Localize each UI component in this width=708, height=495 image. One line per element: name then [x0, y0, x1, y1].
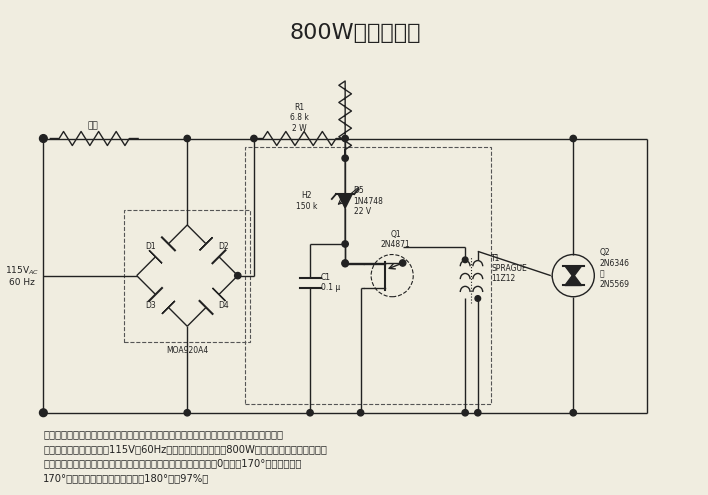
Circle shape	[358, 409, 364, 416]
Circle shape	[462, 409, 468, 416]
Text: D3: D3	[145, 300, 156, 310]
Text: H2
150 k: H2 150 k	[296, 192, 317, 211]
Text: D4: D4	[218, 300, 229, 310]
Circle shape	[342, 260, 348, 267]
Circle shape	[184, 135, 190, 142]
Text: 800W电灯调光器: 800W电灯调光器	[290, 23, 421, 43]
Circle shape	[399, 260, 406, 266]
Circle shape	[570, 409, 576, 416]
Text: 行相位控制。该电路利用115V、60Hz的电源，可以控制高达800W的白炽灯，供给电灯的功率: 行相位控制。该电路利用115V、60Hz的电源，可以控制高达800W的白炽灯，供…	[43, 444, 327, 454]
Circle shape	[307, 409, 313, 416]
Circle shape	[474, 409, 481, 416]
Circle shape	[251, 135, 257, 142]
Circle shape	[342, 260, 348, 266]
Polygon shape	[565, 274, 582, 286]
Text: Q1
2N4871: Q1 2N4871	[381, 230, 411, 249]
Text: R1
6.8 k
2 W: R1 6.8 k 2 W	[290, 103, 309, 133]
Circle shape	[462, 257, 468, 263]
Polygon shape	[338, 194, 352, 208]
Text: 这一宽调节范围的电灯调光器电路使用一个单结晶体管和一个脉冲变压器来对双向可控硬进: 这一宽调节范围的电灯调光器电路使用一个单结晶体管和一个脉冲变压器来对双向可控硬进	[43, 429, 283, 439]
Polygon shape	[200, 238, 212, 250]
Text: 通过改变双向可控硬的导通角来加以控制，导通角的变化范围是从0到大约170°。当导通角为: 通过改变双向可控硬的导通角来加以控制，导通角的变化范围是从0到大约170°。当导…	[43, 458, 302, 468]
Circle shape	[342, 135, 348, 142]
Text: Q2
2N6346
或
2N5569: Q2 2N6346 或 2N5569	[600, 248, 630, 289]
Polygon shape	[212, 288, 225, 301]
Circle shape	[475, 296, 481, 301]
Polygon shape	[149, 250, 162, 263]
Text: 115V$_{AC}$
60 Hz: 115V$_{AC}$ 60 Hz	[5, 264, 40, 287]
Circle shape	[184, 409, 190, 416]
Polygon shape	[162, 301, 175, 314]
Circle shape	[40, 409, 47, 417]
Polygon shape	[565, 266, 582, 277]
Circle shape	[40, 135, 47, 143]
Circle shape	[234, 272, 241, 279]
Circle shape	[342, 155, 348, 161]
Text: 负载: 负载	[87, 121, 98, 130]
Text: D5
1N4748
22 V: D5 1N4748 22 V	[353, 186, 384, 216]
Text: D2: D2	[219, 242, 229, 250]
Text: MOA920A4: MOA920A4	[166, 346, 208, 355]
Text: T1
SPRAGUE
11Z12: T1 SPRAGUE 11Z12	[491, 254, 527, 284]
Circle shape	[342, 241, 348, 247]
Text: C1
0.1 μ: C1 0.1 μ	[321, 273, 340, 293]
Circle shape	[570, 135, 576, 142]
Text: D1: D1	[145, 242, 156, 250]
Text: 170°时，可用功率不小于全导通角180°时的97%。: 170°时，可用功率不小于全导通角180°时的97%。	[43, 473, 210, 483]
